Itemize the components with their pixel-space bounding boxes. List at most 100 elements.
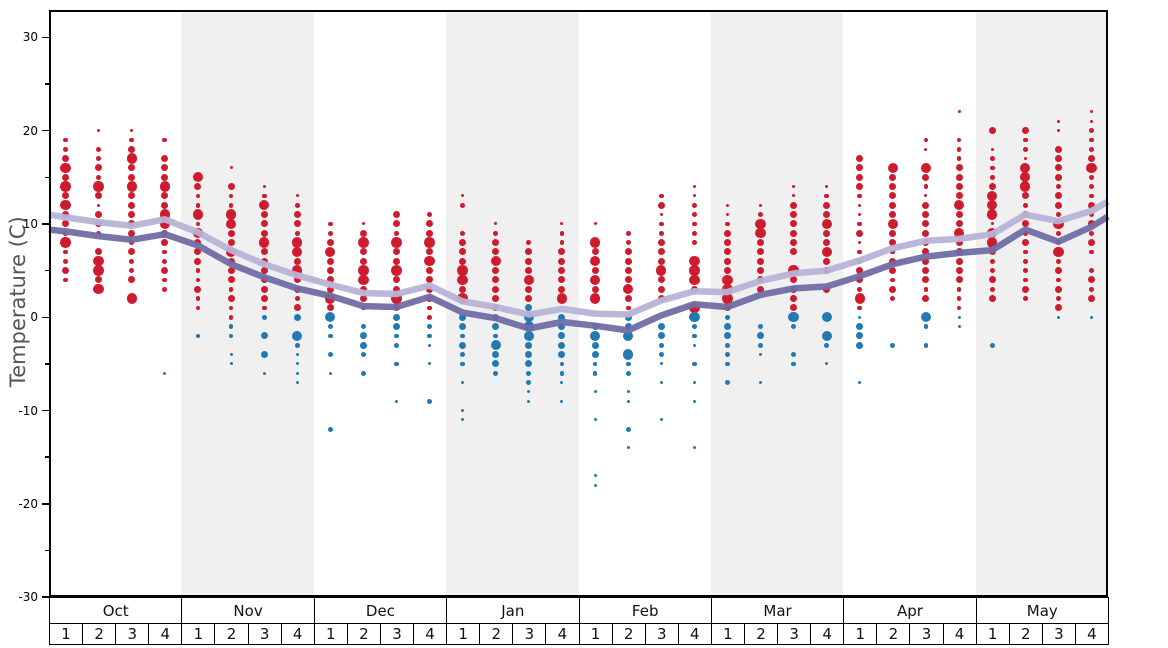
max-temp-dot bbox=[757, 239, 765, 247]
max-temp-dot bbox=[162, 249, 168, 255]
max-temp-dot bbox=[922, 257, 930, 265]
max-temp-dot bbox=[1054, 155, 1062, 163]
max-temp-dot bbox=[988, 183, 996, 191]
min-temp-dot bbox=[957, 325, 961, 329]
max-temp-dot bbox=[1022, 268, 1028, 274]
y-tick-label: -30 bbox=[18, 590, 38, 605]
max-temp-dot bbox=[129, 137, 135, 143]
min-temp-dot bbox=[460, 361, 466, 367]
max-temp-dot bbox=[358, 265, 369, 276]
max-temp-dot bbox=[593, 222, 597, 226]
week-cell: 1 bbox=[313, 623, 348, 645]
month-label: Mar bbox=[763, 601, 792, 620]
max-temp-dot bbox=[589, 293, 601, 304]
max-temp-dot bbox=[1054, 201, 1062, 209]
min-temp-dot bbox=[657, 332, 665, 340]
min-temp-dot bbox=[558, 341, 566, 349]
min-temp-dot bbox=[525, 360, 533, 368]
max-temp-dot bbox=[161, 201, 169, 209]
max-temp-dot bbox=[790, 239, 798, 247]
week-cell: 1 bbox=[975, 623, 1010, 645]
min-temp-dot bbox=[360, 352, 366, 358]
max-temp-dot bbox=[358, 237, 369, 248]
max-temp-dot bbox=[591, 267, 599, 275]
week-cell: 4 bbox=[413, 623, 448, 645]
week-label: 1 bbox=[987, 625, 998, 643]
max-temp-dot bbox=[62, 173, 70, 181]
max-temp-dot bbox=[589, 237, 601, 248]
max-temp-dot bbox=[790, 248, 798, 256]
max-temp-dot bbox=[1022, 202, 1028, 208]
max-temp-dot bbox=[890, 277, 896, 283]
max-temp-dot bbox=[757, 267, 765, 275]
min-temp-dot bbox=[692, 399, 696, 403]
max-temp-dot bbox=[392, 220, 400, 228]
max-temp-dot bbox=[887, 162, 899, 174]
week-label: 1 bbox=[61, 625, 71, 643]
max-temp-dot bbox=[922, 267, 930, 275]
week-label: 2 bbox=[359, 625, 369, 643]
min-temp-dot bbox=[527, 399, 531, 403]
max-temp-dot bbox=[161, 155, 169, 163]
max-temp-dot bbox=[93, 181, 104, 192]
min-temp-dot bbox=[725, 380, 730, 386]
max-temp-dot bbox=[426, 220, 434, 228]
max-temp-dot bbox=[93, 256, 104, 267]
max-temp-dot bbox=[392, 257, 400, 265]
month-cell-feb: Feb bbox=[578, 597, 712, 624]
max-temp-dot bbox=[624, 267, 632, 275]
week-cell: 1 bbox=[49, 623, 84, 645]
min-temp-dot bbox=[825, 362, 829, 366]
max-temp-dot bbox=[858, 241, 862, 245]
min-temp-dot bbox=[758, 342, 763, 348]
max-temp-dot bbox=[692, 194, 696, 198]
max-temp-dot bbox=[293, 220, 301, 228]
max-temp-dot bbox=[658, 193, 664, 199]
week-cell: 2 bbox=[611, 623, 646, 645]
max-temp-dot bbox=[161, 239, 169, 247]
max-temp-dot bbox=[986, 190, 998, 202]
max-temp-dot bbox=[1087, 239, 1095, 247]
max-temp-dot bbox=[790, 220, 798, 228]
max-temp-dot bbox=[1022, 296, 1028, 302]
min-temp-dot bbox=[492, 323, 500, 331]
max-temp-dot bbox=[589, 274, 601, 286]
week-label: 3 bbox=[127, 625, 137, 643]
max-temp-dot bbox=[792, 194, 796, 198]
max-temp-dot bbox=[755, 228, 766, 239]
max-temp-dot bbox=[1054, 267, 1062, 275]
max-temp-dot bbox=[989, 286, 995, 292]
min-temp-dot bbox=[856, 341, 864, 349]
week-cell: 2 bbox=[214, 623, 249, 645]
max-temp-dot bbox=[722, 274, 733, 286]
max-temp-dot bbox=[955, 267, 963, 275]
min-temp-dot bbox=[229, 362, 233, 366]
max-temp-dot bbox=[195, 296, 201, 302]
max-temp-dot bbox=[460, 202, 466, 208]
max-temp-dot bbox=[1021, 285, 1029, 293]
min-temp-dot bbox=[295, 362, 299, 366]
max-temp-dot bbox=[790, 211, 798, 219]
min-temp-dot bbox=[791, 352, 796, 358]
max-temp-dot bbox=[492, 295, 500, 303]
max-temp-dot bbox=[326, 304, 334, 312]
max-temp-dot bbox=[1087, 201, 1095, 209]
max-temp-dot bbox=[225, 209, 237, 220]
max-temp-dot bbox=[955, 239, 963, 247]
max-temp-dot bbox=[1055, 212, 1061, 218]
y-minor-tick bbox=[45, 176, 49, 179]
min-temp-dot bbox=[858, 381, 862, 385]
max-temp-dot bbox=[691, 212, 697, 218]
week-label: 2 bbox=[491, 625, 502, 643]
week-cell: 2 bbox=[1008, 623, 1043, 645]
max-temp-dot bbox=[161, 164, 169, 172]
max-temp-dot bbox=[295, 194, 299, 198]
min-temp-dot bbox=[525, 341, 533, 349]
min-temp-dot bbox=[459, 341, 467, 349]
max-temp-dot bbox=[856, 173, 864, 181]
month-cell-dec: Dec bbox=[313, 597, 448, 624]
max-temp-dot bbox=[955, 183, 963, 191]
max-temp-dot bbox=[63, 258, 68, 264]
max-temp-dot bbox=[723, 239, 731, 247]
max-temp-dot bbox=[227, 239, 235, 247]
